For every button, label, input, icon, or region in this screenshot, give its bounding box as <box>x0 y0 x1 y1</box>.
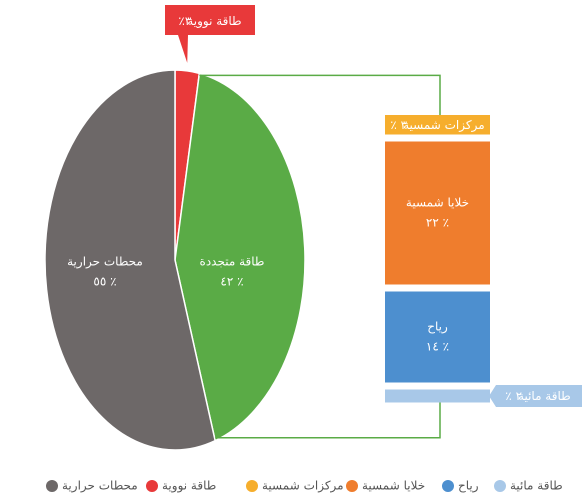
bar-segment <box>385 115 490 135</box>
callout-value: ٣٪ <box>178 14 191 28</box>
slice-label: طاقة متجددة <box>200 255 265 269</box>
bar-segment <box>385 141 490 285</box>
legend-label: مركزات شمسية <box>262 479 344 494</box>
connector <box>215 402 441 439</box>
segment-value: ٣ ٪ <box>390 117 407 131</box>
segment-label: خلايا شمسية <box>406 196 469 210</box>
legend-label: خلايا شمسية <box>362 479 425 493</box>
legend-label: محطات حرارية <box>62 479 138 494</box>
segment-label: مركزات شمسية٣ ٪ <box>390 117 484 132</box>
segment-value: ١٤ ٪ <box>426 340 449 354</box>
segment-value: ٢٢ ٪ <box>426 216 449 230</box>
legend-swatch <box>494 480 506 492</box>
legend-swatch <box>442 480 454 492</box>
bar-segment <box>385 389 490 403</box>
callout-label: طاقة مائية٢ ٪ <box>505 389 570 403</box>
callout <box>489 385 582 407</box>
legend-swatch <box>146 480 158 492</box>
bar-segment <box>385 291 490 383</box>
pie-slice <box>174 72 306 442</box>
legend-swatch <box>346 480 358 492</box>
callout-value: ٢ ٪ <box>505 389 522 403</box>
legend-swatch <box>246 480 258 492</box>
callout <box>165 5 255 63</box>
slice-label: محطات حرارية <box>67 255 143 270</box>
callout-category: طاقة نووية <box>187 14 241 29</box>
legend-label: رياح <box>458 479 479 494</box>
segment-label: رياح <box>427 320 448 335</box>
callout-category: طاقة مائية <box>518 389 571 403</box>
slice-value: ٤٢ ٪ <box>220 275 243 289</box>
legend-swatch <box>46 480 58 492</box>
pie-slice <box>44 69 217 451</box>
legend-label: طاقة نووية <box>162 479 216 494</box>
connector <box>199 74 441 115</box>
legend-label: طاقة مائية <box>510 479 563 493</box>
segment-category: مركزات شمسية <box>403 117 485 132</box>
callout-label: طاقة نووية٣٪ <box>178 14 241 29</box>
slice-value: ٥٥ ٪ <box>93 275 116 289</box>
